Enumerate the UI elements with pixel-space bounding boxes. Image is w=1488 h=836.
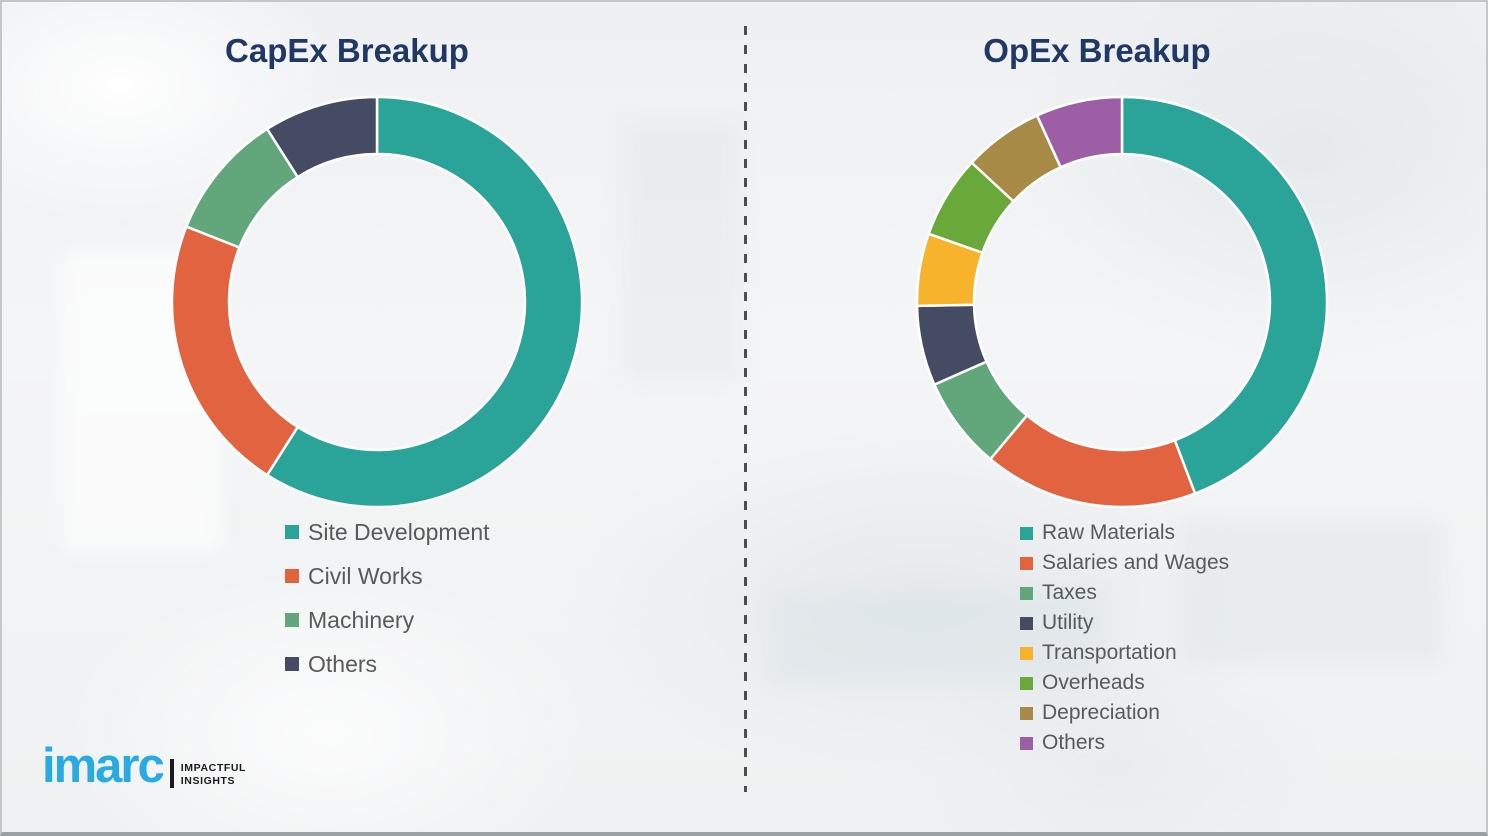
legend-label: Taxes: [1042, 581, 1097, 604]
legend-swatch-taxes: [1020, 586, 1033, 600]
legend-item: Others: [1020, 728, 1229, 758]
legend-label: Overheads: [1042, 671, 1145, 694]
legend-label: Utility: [1042, 611, 1094, 634]
capex-donut-chart: [170, 95, 584, 509]
background-blur-shape: [622, 122, 742, 382]
legend-label: Depreciation: [1042, 701, 1160, 724]
legend-swatch-others: [285, 657, 299, 671]
legend-item: Overheads: [1020, 668, 1229, 698]
legend-swatch-civil-works: [285, 569, 299, 583]
legend-label: Civil Works: [308, 562, 423, 589]
legend-item: Machinery: [285, 598, 490, 642]
legend-item: Taxes: [1020, 578, 1229, 608]
legend-swatch-overheads: [1020, 676, 1033, 690]
legend-item: Transportation: [1020, 638, 1229, 668]
opex-legend: Raw Materials Salaries and Wages Taxes U…: [1020, 518, 1229, 758]
legend-item: Raw Materials: [1020, 518, 1229, 548]
legend-item: Site Development: [285, 510, 490, 554]
legend-label: Salaries and Wages: [1042, 551, 1230, 574]
legend-item: Others: [285, 642, 490, 686]
legend-label: Others: [1042, 731, 1106, 754]
donut-segment-others: [1035, 95, 1124, 169]
logo-divider-bar: [169, 759, 174, 788]
legend-label: Others: [308, 650, 378, 677]
legend-item: Salaries and Wages: [1020, 548, 1229, 578]
legend-swatch-depreciation: [1020, 706, 1033, 720]
opex-donut-chart: [915, 95, 1329, 509]
donut-segment-civil-works: [170, 225, 299, 477]
donut-segment-salaries-and-wages: [989, 414, 1197, 509]
opex-title: OpEx Breakup: [983, 32, 1211, 69]
legend-swatch-machinery: [285, 613, 299, 627]
legend-swatch-others: [1020, 736, 1033, 750]
legend-swatch-salaries-and-wages: [1020, 556, 1033, 570]
legend-swatch-transportation: [1020, 646, 1033, 660]
legend-label: Raw Materials: [1042, 521, 1176, 544]
logo-tagline: IMPACTFUL INSIGHTS: [181, 762, 246, 791]
legend-swatch-raw-materials: [1020, 526, 1033, 540]
capex-legend: Site Development Civil Works Machinery O…: [285, 510, 490, 686]
legend-label: Transportation: [1042, 641, 1177, 664]
imarc-logo: imarc IMPACTFUL INSIGHTS: [42, 742, 246, 791]
imarc-logo-wordmark: imarc: [42, 739, 165, 793]
donut-segment-site-development: [265, 95, 584, 509]
legend-swatch-utility: [1020, 616, 1033, 630]
legend-label: Machinery: [308, 606, 415, 633]
logo-tagline-line1: IMPACTFUL: [180, 761, 247, 774]
donut-segment-others: [265, 95, 379, 179]
legend-item: Utility: [1020, 608, 1229, 638]
vertical-dashed-divider: [744, 26, 747, 792]
logo-tagline-line2: INSIGHTS: [180, 775, 236, 788]
legend-item: Depreciation: [1020, 698, 1229, 728]
capex-title: CapEx Breakup: [225, 32, 469, 69]
donut-segment-raw-materials: [1120, 95, 1329, 495]
legend-label: Site Development: [308, 518, 490, 545]
legend-item: Civil Works: [285, 554, 490, 598]
legend-swatch-site-development: [285, 525, 299, 539]
